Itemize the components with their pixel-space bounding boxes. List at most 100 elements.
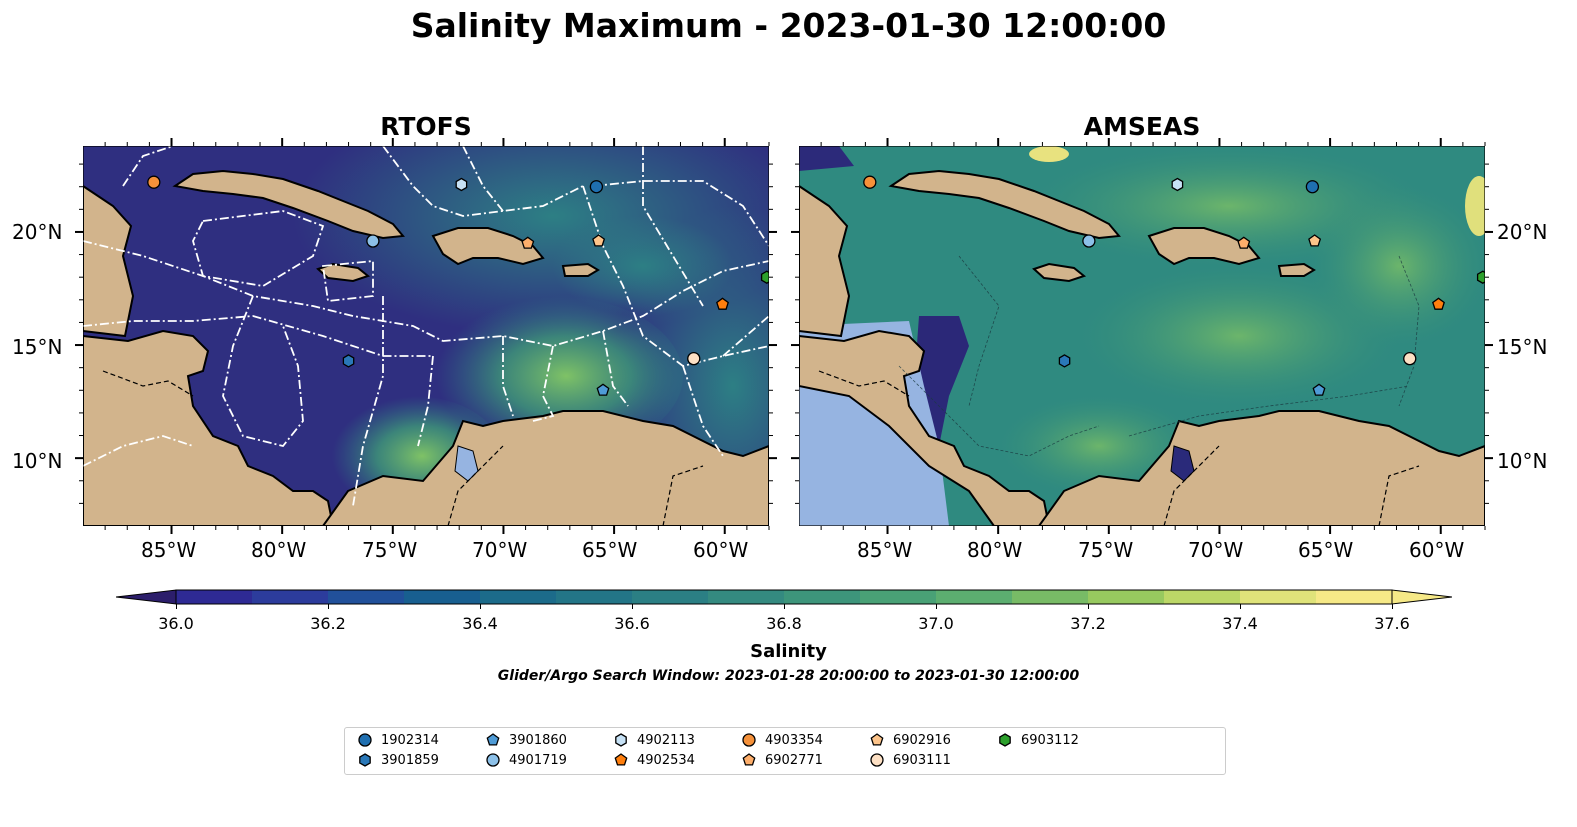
eez-boundary [582,185,769,367]
pentagon-marker-icon [742,753,756,766]
platform-marker-4903354[interactable] [863,175,877,189]
land-puerto-rico [561,262,600,277]
eez-boundary [682,365,724,457]
land-hispaniola [1147,227,1261,266]
land-central-america [83,329,335,526]
legend-label: 4901719 [509,752,567,768]
platform-marker-1902314[interactable] [1305,180,1320,194]
ocean-shading [1029,146,1069,162]
country-border [102,370,194,397]
colorbar-extend-low [116,589,177,605]
colorbar-bin [176,590,253,604]
land-south-america [1037,410,1485,526]
colorbar-tick-mark [1391,604,1393,609]
hexagon-marker-icon [615,733,627,747]
lat-tick-label: 20°N [12,220,63,244]
platform-marker-4902113[interactable] [455,177,468,192]
platform-marker-4901719[interactable] [1082,234,1096,248]
lat-tick-label: 10°N [12,449,63,473]
eez-boundary [602,330,629,407]
lon-tick-label: 80°W [967,538,1023,562]
platform-marker-6902916[interactable] [1308,234,1322,247]
legend-item-6903112: 6903112 [997,732,1079,748]
legend-item-6903111: 6903111 [869,752,951,768]
colorbar-bin [556,590,633,604]
eez-boundary [642,146,704,307]
map-panel-amseas[interactable] [799,146,1485,526]
platform-marker-6902771[interactable] [521,236,535,249]
platform-markers [863,175,1485,396]
legend-item-6902916: 6902916 [869,732,951,748]
platform-marker-1902314[interactable] [589,180,604,194]
colorbar-label: Salinity [750,641,827,662]
circle-marker-icon [486,753,500,767]
lon-tick-label: 65°W [582,538,638,562]
country-border [818,370,910,397]
lon-tick-label: 60°W [1409,538,1465,562]
platform-marker-4903354[interactable] [147,175,161,189]
lon-tick-label: 60°W [693,538,749,562]
platform-marker-4902534[interactable] [716,297,729,310]
colorbar-tick-mark [1087,604,1089,609]
legend-item-4903354: 4903354 [741,732,823,748]
lon-tick-label: 75°W [1078,538,1134,562]
hexagon-marker-icon [359,753,371,767]
colorbar-tick-mark [327,604,329,609]
map-panel-rtofs[interactable] [83,146,769,526]
platform-marker-6903111[interactable] [687,351,701,366]
land-central-america [799,329,1051,526]
land-yucatan [83,184,135,338]
legend-label: 3901859 [381,752,439,768]
land-jamaica [1032,262,1087,283]
panel-title-amseas: AMSEAS [1083,112,1201,141]
platform-marker-6902916[interactable] [592,234,606,247]
country-border [1378,465,1420,526]
colorbar-tick-mark [479,604,481,609]
eez-boundary [83,240,769,347]
colorbar-tick-mark [175,604,177,609]
colorbar-bin [1012,590,1089,604]
legend-label: 6903111 [893,752,951,768]
land-cuba [172,169,405,240]
platform-marker-4902534[interactable] [1432,297,1445,310]
legend-item-3901860: 3901860 [485,732,567,748]
lon-tick-label: 65°W [1298,538,1354,562]
legend-item-3901859: 3901859 [357,752,439,768]
platform-marker-4901719[interactable] [366,234,380,248]
platform-marker-6902771[interactable] [1237,236,1251,249]
platform-marker-6903111[interactable] [1403,351,1417,366]
legend-label: 6902916 [893,732,951,748]
platform-marker-3901859[interactable] [342,354,355,368]
colorbar-bin [632,590,709,604]
bathymetry-contour [958,255,1000,407]
figure-title: Salinity Maximum - 2023-01-30 12:00:00 [410,6,1167,45]
colorbar-tick-label: 36.0 [158,614,194,633]
colorbar-tick-label: 37.6 [1374,614,1410,633]
platform-marker-6903112[interactable] [1476,270,1485,284]
legend-label: 1902314 [381,732,439,748]
platform-marker-6903112[interactable] [760,270,769,284]
country-border [1163,445,1220,526]
circle-marker-icon [358,733,372,747]
ocean-low-salinity [799,146,854,171]
eez-boundary [352,296,384,507]
platform-marker-3901860[interactable] [596,383,610,396]
colorbar-bin [252,590,329,604]
colorbar-bin [1316,590,1393,604]
legend-label: 3901860 [509,732,567,748]
colorbar-tick-mark [935,604,937,609]
land-yucatan [799,184,851,338]
bathymetry-contour [898,365,1100,457]
platform-marker-3901859[interactable] [1058,354,1071,368]
lat-tick-label: 15°N [12,335,63,359]
legend-item-1902314: 1902314 [357,732,439,748]
eez-boundary [382,146,584,217]
pentagon-marker-icon [614,753,628,766]
lon-tick-label: 80°W [251,538,307,562]
colorbar-tick-label: 36.8 [766,614,802,633]
platform-markers [147,175,769,396]
platform-marker-4902113[interactable] [1171,177,1184,192]
eez-boundary [321,260,374,302]
colorbar-tick-label: 37.4 [1222,614,1258,633]
platform-marker-3901860[interactable] [1312,383,1326,396]
